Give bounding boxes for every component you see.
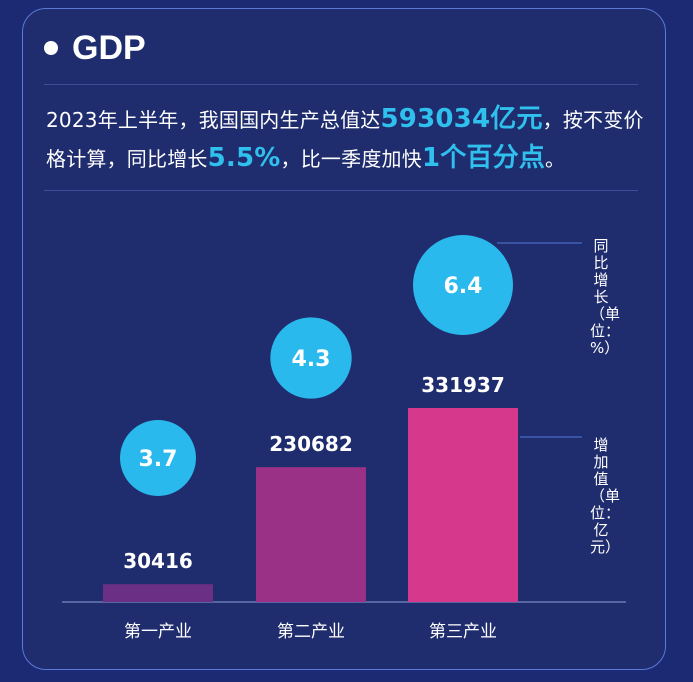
category-tick-label: 第一产业 bbox=[124, 622, 192, 642]
mid-divider bbox=[44, 190, 638, 191]
growth-bubble-1 bbox=[120, 420, 196, 496]
category-tick-label: 第三产业 bbox=[429, 622, 497, 642]
bar-2 bbox=[256, 467, 366, 602]
summary-part3: ，比一季度加快 bbox=[280, 147, 422, 171]
bar-value-label: 30416 bbox=[123, 549, 193, 573]
bar-1 bbox=[103, 584, 213, 602]
summary-part1: 2023年上半年，我国国内生产总值达 bbox=[46, 108, 381, 132]
value-axis-label: 增加值（单位：亿元） bbox=[590, 436, 621, 556]
gdp-value: 593034亿元 bbox=[380, 104, 543, 134]
bar-3 bbox=[408, 408, 518, 602]
growth-bubble-3 bbox=[413, 235, 513, 335]
top-divider bbox=[44, 84, 638, 85]
growth-bubble-label: 4.3 bbox=[292, 347, 331, 372]
growth-bubble-label: 3.7 bbox=[139, 447, 178, 472]
growth-bubble-2 bbox=[270, 317, 352, 399]
growth-axis-label: 同比增长（单位：%） bbox=[590, 237, 621, 357]
bullet-icon bbox=[44, 41, 58, 55]
summary-text: 2023年上半年，我国国内生产总值达593034亿元，按不变价格计算，同比增长5… bbox=[46, 100, 646, 178]
summary-part4: 。 bbox=[545, 147, 566, 171]
summary-part2: ，按不变价格计算，同比增长 bbox=[46, 108, 644, 171]
bar-value-label: 230682 bbox=[269, 432, 353, 456]
bar-value-label: 331937 bbox=[421, 373, 505, 397]
title-row: GDP bbox=[44, 28, 146, 68]
page-title: GDP bbox=[72, 28, 146, 67]
growth-bubble-label: 6.4 bbox=[444, 274, 483, 299]
growth-rate: 5.5% bbox=[207, 143, 281, 173]
category-tick-label: 第二产业 bbox=[277, 622, 345, 642]
acceleration: 1个百分点 bbox=[421, 143, 546, 173]
